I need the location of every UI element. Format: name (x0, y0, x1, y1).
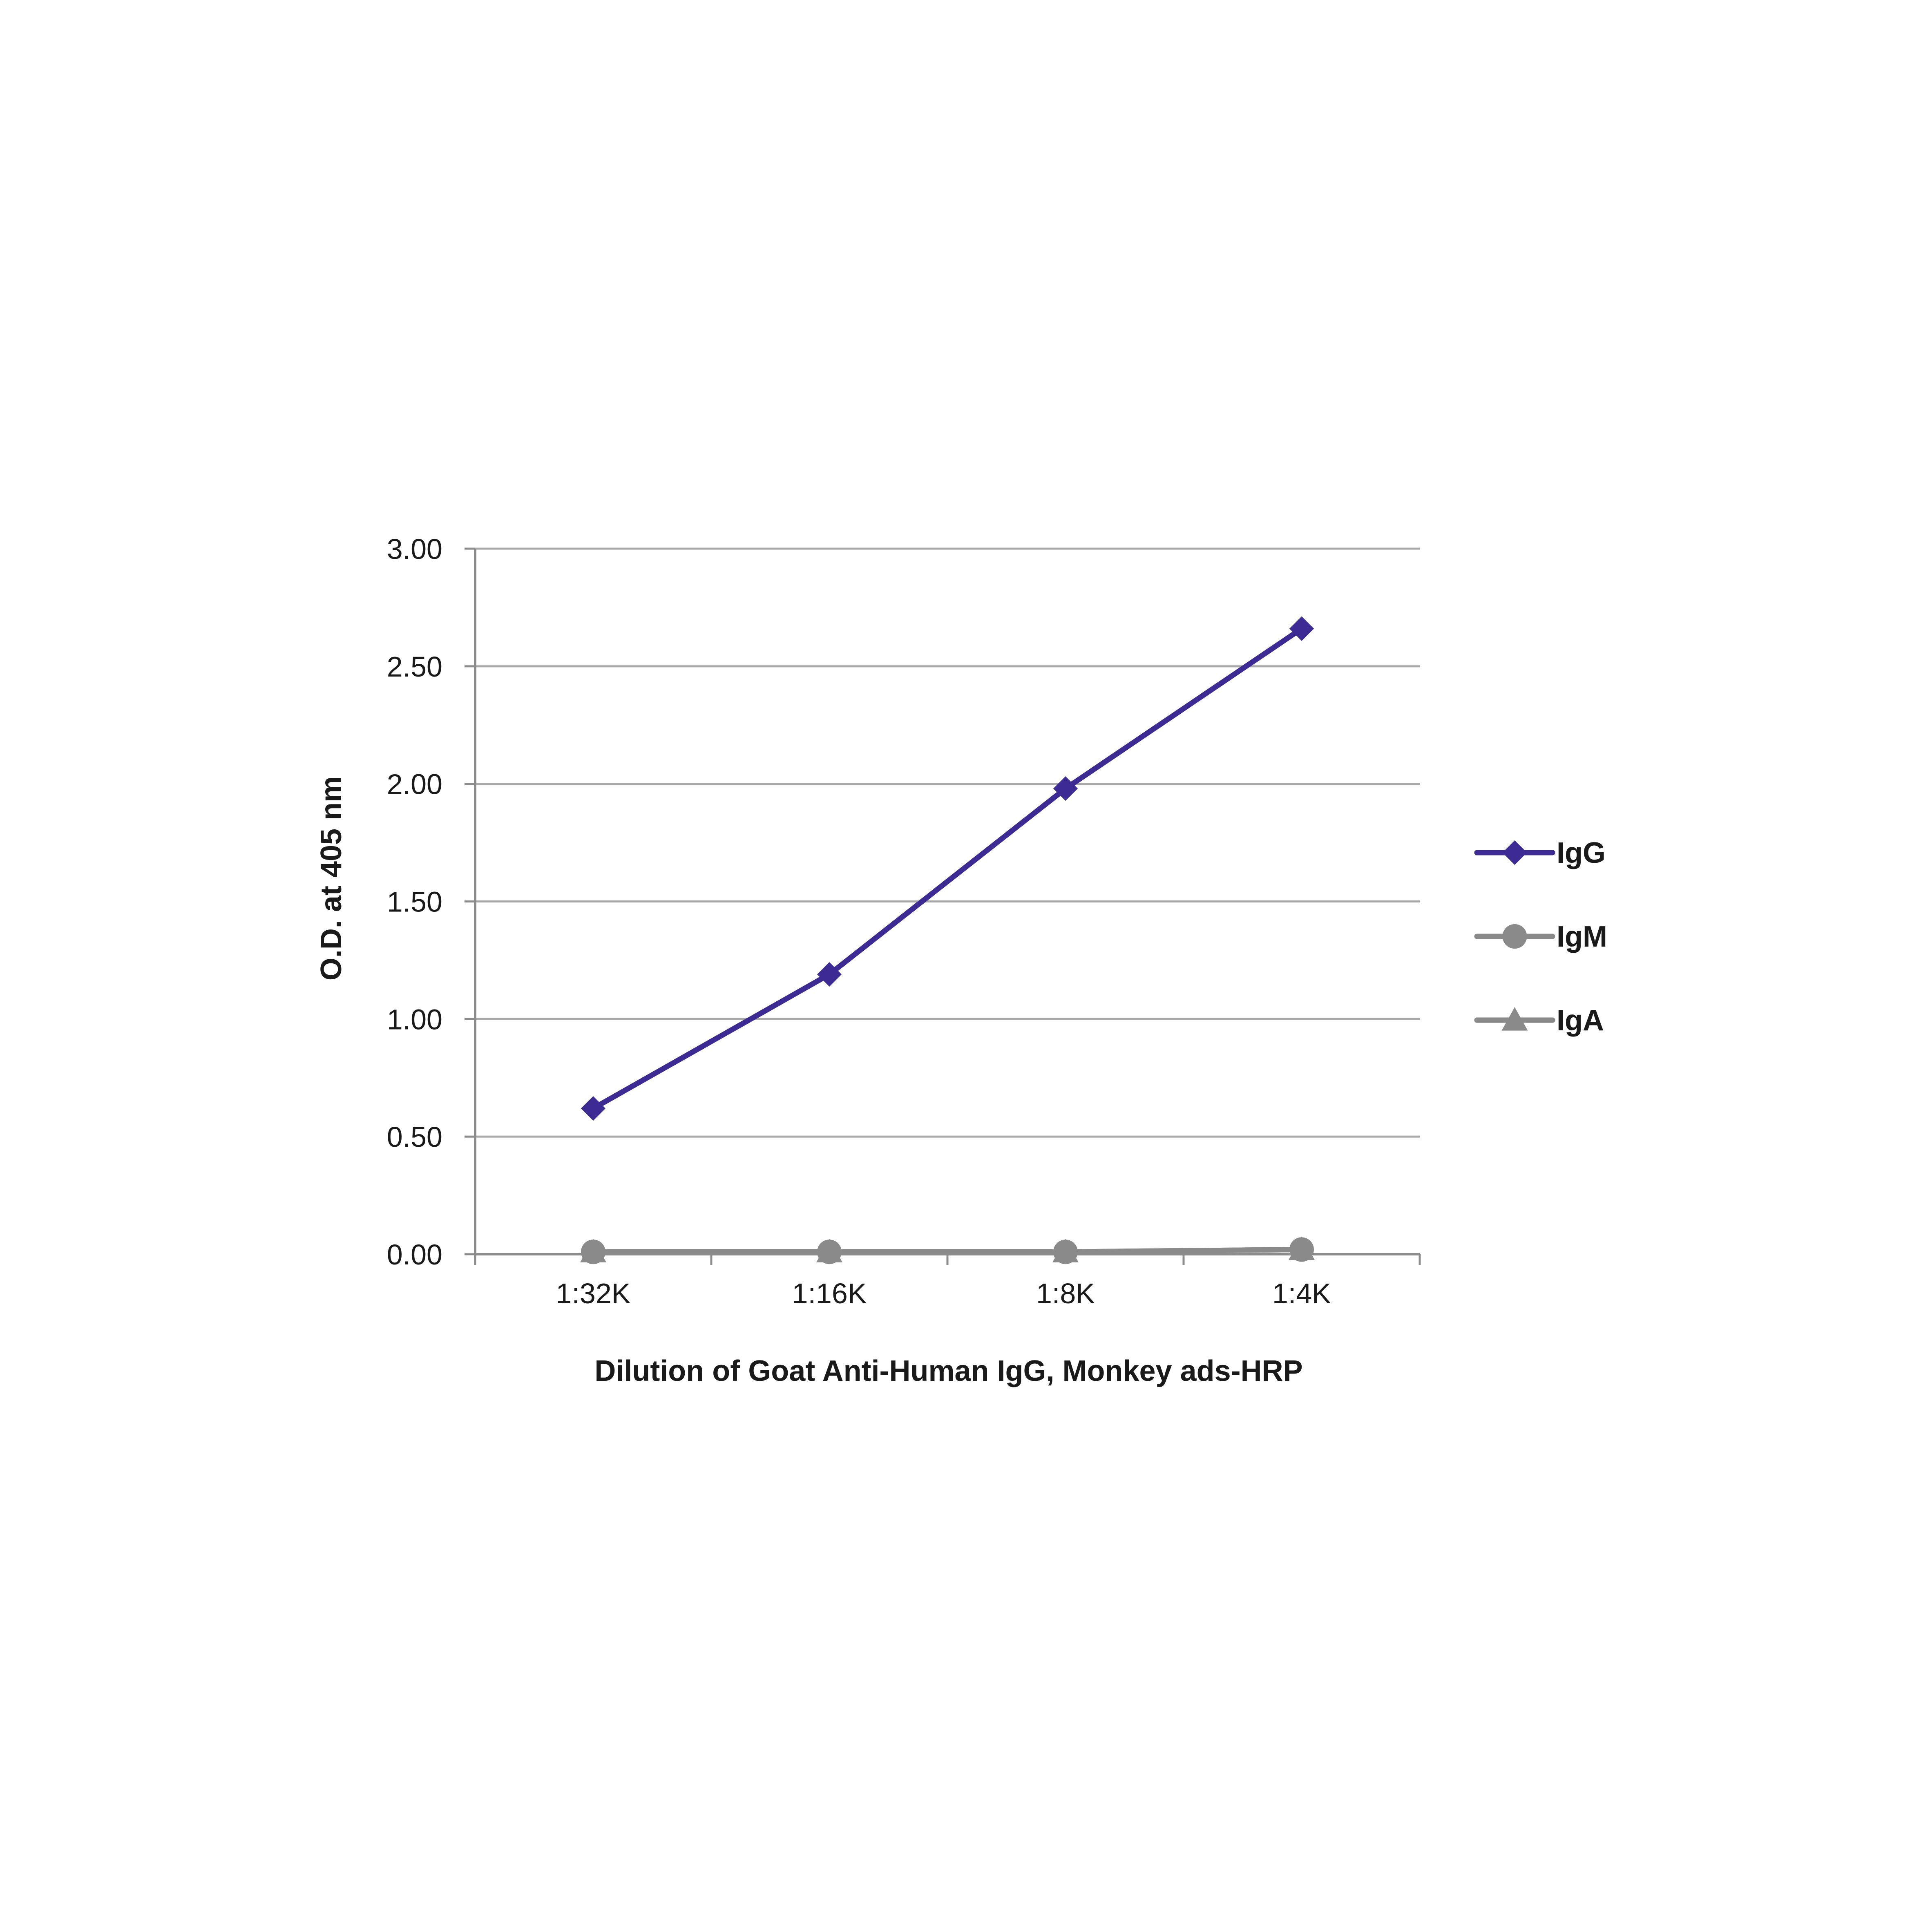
x-axis-title: Dilution of Goat Anti-Human IgG, Monkey … (594, 1355, 1302, 1387)
legend-item-igg: IgG (1474, 837, 1606, 869)
data-point-igg (817, 962, 842, 987)
legend: IgG IgM IgA (1474, 837, 1607, 1037)
y-tick-label: 1.00 (387, 1003, 442, 1035)
y-axis-title: O.D. at 405 nm (315, 776, 348, 981)
data-point-igg (581, 1096, 605, 1121)
x-tick-label: 1:16K (792, 1278, 867, 1309)
x-tick-label: 1:4K (1272, 1278, 1331, 1309)
series (580, 616, 1315, 1264)
x-tick-label: 1:32K (556, 1278, 631, 1309)
legend-marker-iga (1501, 1007, 1528, 1031)
data-point-igm (581, 1240, 605, 1264)
data-point-igg (1289, 616, 1314, 641)
legend-marker-igg (1502, 840, 1527, 865)
legend-label-iga: IgA (1557, 1004, 1604, 1037)
y-tick-label: 0.50 (387, 1121, 442, 1153)
legend-marker-igm (1502, 924, 1527, 949)
gridlines (475, 547, 1420, 1138)
y-tick-label: 1.50 (387, 886, 442, 918)
legend-item-igm: IgM (1474, 920, 1607, 953)
y-tick-label: 2.50 (387, 651, 442, 683)
data-point-igm (1053, 1240, 1078, 1264)
x-tick-label: 1:8K (1036, 1278, 1095, 1309)
series-line-igm (590, 1246, 1305, 1255)
y-tick-label: 2.00 (387, 768, 442, 800)
data-point-igg (1053, 776, 1078, 801)
data-point-igm (817, 1240, 842, 1264)
axes: 0.00 0.50 1.00 1.50 2.00 2.50 3.00 1:32K 1:16K 1:… (387, 533, 1421, 1309)
y-tick-label: 3.00 (387, 533, 442, 565)
data-point-igm (1289, 1237, 1314, 1262)
legend-label-igg: IgG (1557, 837, 1606, 869)
series-igg (581, 616, 1314, 1121)
y-tick-label: 0.00 (387, 1239, 442, 1271)
series-line-igg (590, 626, 1305, 1111)
legend-item-iga: IgA (1474, 1004, 1604, 1037)
legend-label-igm: IgM (1557, 920, 1607, 953)
series-igm (581, 1237, 1314, 1264)
